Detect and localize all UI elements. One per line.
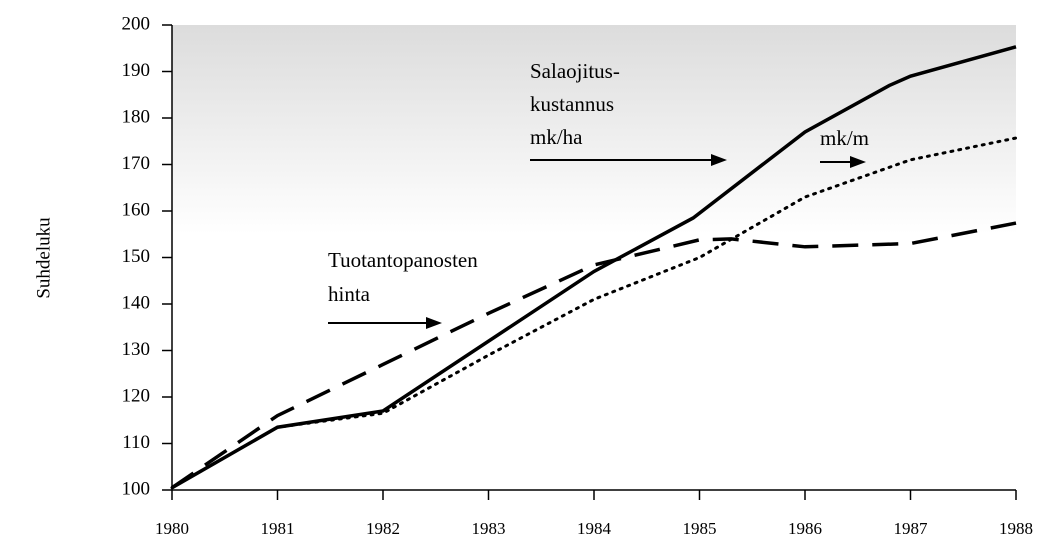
- x-tick-label: 1985: [683, 519, 717, 538]
- y-tick-label: 160: [122, 199, 151, 220]
- x-tick-label: 1987: [894, 519, 929, 538]
- y-tick-label: 140: [122, 292, 151, 313]
- y-tick-label: 110: [122, 432, 150, 453]
- y-axis-label: Suhdeluku: [33, 217, 54, 299]
- x-tick-label: 1986: [788, 519, 822, 538]
- plot-background: [172, 25, 1016, 490]
- y-tick-label: 170: [122, 153, 151, 174]
- x-tick-label: 1980: [155, 519, 189, 538]
- y-tick-label: 190: [122, 60, 151, 81]
- annotation: hinta: [328, 282, 371, 306]
- x-tick-label: 1981: [261, 519, 295, 538]
- y-tick-label: 100: [122, 478, 151, 499]
- y-tick-label: 130: [122, 339, 151, 360]
- annotation: mk/m: [820, 126, 869, 150]
- arrow-head: [711, 154, 727, 166]
- arrow-head: [426, 317, 442, 329]
- x-tick-label: 1988: [999, 519, 1033, 538]
- x-tick-label: 1984: [577, 519, 612, 538]
- annotation: kustannus: [530, 92, 614, 116]
- annotation: Tuotantopanosten: [328, 248, 478, 272]
- y-tick-label: 180: [122, 106, 151, 127]
- x-tick-label: 1983: [472, 519, 506, 538]
- y-tick-label: 200: [122, 13, 151, 34]
- annotation: Salaojitus-: [530, 59, 620, 83]
- x-tick-label: 1982: [366, 519, 400, 538]
- y-tick-label: 120: [122, 385, 151, 406]
- line-series: [170, 136, 1018, 490]
- arrow-head: [850, 156, 866, 168]
- line-series: [171, 221, 1017, 490]
- line-series: [171, 45, 1017, 490]
- y-tick-label: 150: [122, 246, 151, 267]
- annotation: mk/ha: [530, 125, 583, 149]
